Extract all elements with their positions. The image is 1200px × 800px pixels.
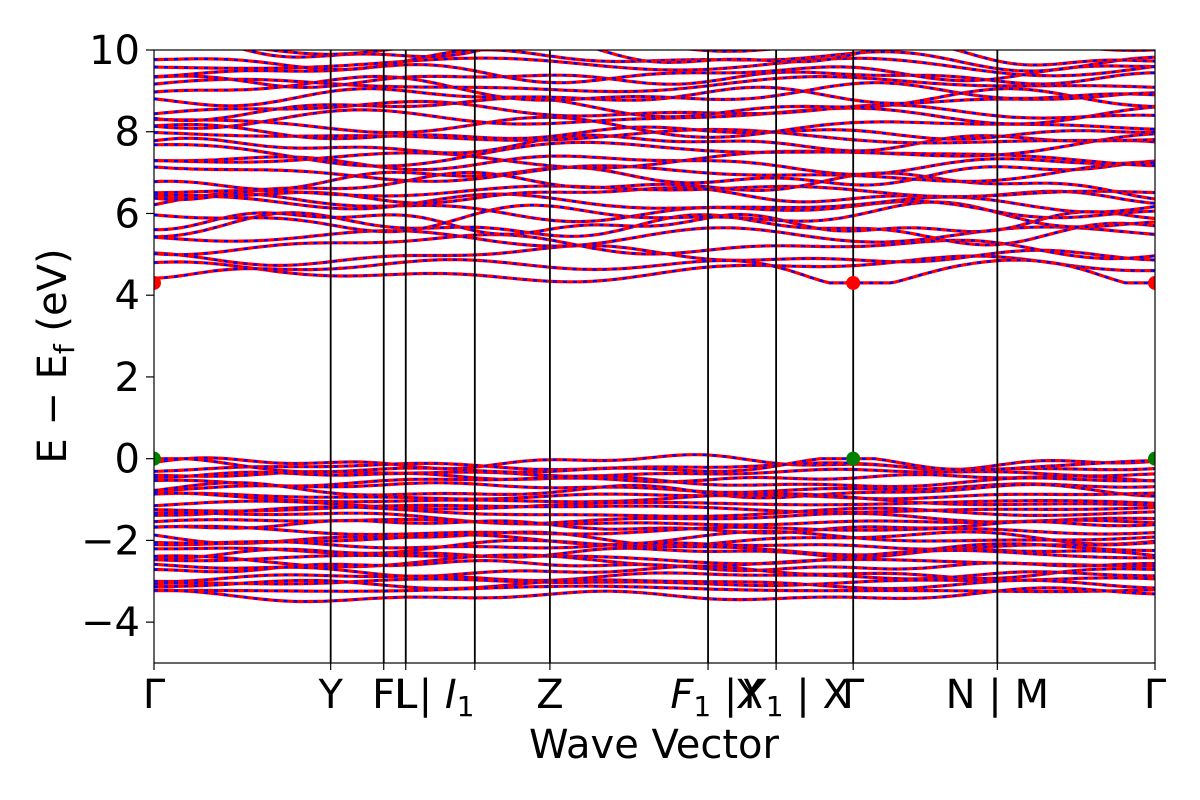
band-spin-down [154, 254, 1155, 283]
x-axis-label: Wave Vector [529, 722, 780, 768]
band-spin-down [154, 192, 1155, 223]
y-axis-label-main: E − E [30, 354, 76, 464]
band-spin-down [154, 461, 1155, 473]
band-spin-down [154, 134, 1155, 155]
y-tick-label: −4 [81, 600, 140, 646]
y-tick-label: 2 [115, 355, 140, 401]
band-spin-down [154, 87, 1155, 122]
y-tick-label: 4 [115, 273, 140, 319]
band-spin-down [154, 518, 1155, 527]
band-spin-down [154, 211, 1155, 247]
band-spin-down [154, 258, 1155, 285]
band-spin-down [154, 75, 1155, 93]
y-axis-label: E − Ef (eV) [30, 248, 81, 463]
x-tick-label: F1 |Y [670, 672, 762, 723]
band-spin-down [154, 85, 1155, 107]
band-spin-down [154, 160, 1155, 183]
band-spin-down [154, 244, 1155, 267]
band-spin-down [154, 559, 1155, 573]
band-spin-down [154, 491, 1155, 501]
x-tick-label: I | I1 [394, 672, 474, 723]
band-spin-down [154, 471, 1155, 483]
band-spin-down [154, 154, 1155, 176]
band-spin-down [154, 116, 1155, 139]
band-spin-down [154, 585, 1155, 593]
y-axis: −4 −2 0 2 4 6 8 10 [81, 28, 154, 646]
x-tick-label: X1 | X [736, 672, 850, 723]
band-spin-down [154, 159, 1155, 191]
band-spin-up [257, 50, 1155, 56]
band-spin-down [154, 171, 1155, 201]
y-tick-label: −2 [81, 518, 140, 564]
band-spin-down [154, 525, 1155, 536]
band-spin-down [154, 586, 1155, 603]
band-spin-down [154, 150, 1155, 170]
band-spin-down [154, 468, 1155, 478]
band-spin-down [154, 192, 1155, 214]
vbm-marker [1148, 451, 1155, 466]
y-tick-label: 10 [89, 28, 140, 74]
vbm-marker [154, 451, 161, 466]
band-spin-down [154, 184, 1155, 198]
band-spin-down [154, 570, 1155, 583]
band-spin-down [154, 132, 1155, 168]
x-tick-label: Y [317, 672, 343, 718]
x-tick-label: N | M [946, 672, 1049, 718]
band-spin-down [154, 481, 1155, 499]
cbm-marker [154, 275, 161, 290]
band-spin-down [154, 491, 1155, 507]
cbm-marker [1148, 275, 1155, 290]
band-spin-down [154, 540, 1155, 551]
band-spin-down [154, 453, 1155, 471]
band-spin-down [154, 210, 1155, 236]
band-spin-down [154, 233, 1155, 260]
band-spin-down [154, 519, 1155, 535]
band-spin-down [154, 578, 1155, 590]
band-spin-down [154, 563, 1155, 580]
band-spin-down [154, 474, 1155, 488]
band-spin-down [154, 100, 1155, 120]
band-spin-down [154, 504, 1155, 514]
band-spin-down [154, 457, 1155, 474]
x-tick-label: FL [372, 672, 418, 718]
band-spin-down [154, 70, 1155, 89]
vbm-marker [846, 451, 861, 466]
x-tick-label: Γ [1144, 672, 1167, 718]
band-spin-down [154, 511, 1155, 525]
band-spin-down [154, 63, 1155, 84]
band-edge-markers [154, 275, 1155, 466]
kpath-lines [329, 50, 999, 663]
cbm-marker [846, 275, 861, 290]
band-spin-down [154, 549, 1155, 565]
x-tick-label: Γ [143, 672, 166, 718]
band-spin-down [154, 225, 1155, 248]
plot-frame [153, 49, 1156, 664]
y-axis-label-unit: (eV) [30, 248, 76, 344]
bands-group [154, 50, 1155, 604]
y-axis-label-sub: f [48, 343, 81, 354]
band-spin-down [154, 547, 1155, 560]
band-spin-down [154, 75, 1155, 102]
band-spin-down [154, 481, 1155, 494]
y-tick-label: 0 [115, 437, 140, 483]
y-tick-label: 8 [115, 110, 140, 156]
band-spin-down [154, 56, 1155, 78]
x-tick-label: Z [536, 672, 563, 718]
band-spin-down [154, 539, 1155, 557]
band-spin-down [154, 105, 1155, 130]
x-tick-label: Γ [842, 672, 865, 718]
y-tick-label: 6 [115, 191, 140, 237]
band-spin-up [240, 50, 1155, 67]
band-spin-down [154, 123, 1155, 141]
band-spin-down [154, 499, 1155, 510]
band-spin-down [154, 505, 1155, 518]
